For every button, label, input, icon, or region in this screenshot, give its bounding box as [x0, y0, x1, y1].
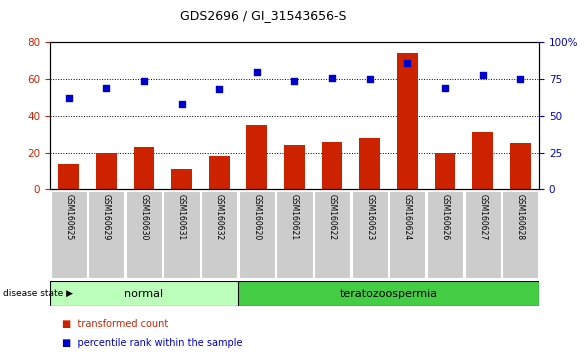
Text: GSM160622: GSM160622 — [328, 194, 336, 240]
Text: GSM160630: GSM160630 — [139, 194, 148, 240]
Bar — [134, 147, 154, 189]
Text: GSM160620: GSM160620 — [253, 194, 261, 240]
Bar — [171, 169, 192, 189]
Bar — [209, 156, 230, 189]
Point — [440, 85, 449, 91]
Point — [403, 60, 412, 66]
Point — [214, 87, 224, 92]
Text: GSM160624: GSM160624 — [403, 194, 412, 240]
Bar — [472, 132, 493, 189]
Bar — [502, 191, 539, 278]
Bar — [510, 143, 531, 189]
Bar — [50, 281, 238, 306]
Text: GSM160621: GSM160621 — [290, 194, 299, 240]
Point — [252, 69, 261, 75]
Bar — [96, 153, 117, 189]
Bar — [359, 138, 380, 189]
Bar — [435, 153, 455, 189]
Bar — [314, 191, 350, 278]
Text: GSM160631: GSM160631 — [177, 194, 186, 240]
Bar — [277, 191, 312, 278]
Bar — [397, 53, 418, 189]
Text: GSM160626: GSM160626 — [441, 194, 449, 240]
Text: GSM160625: GSM160625 — [64, 194, 73, 240]
Text: GSM160629: GSM160629 — [102, 194, 111, 240]
Point — [101, 85, 111, 91]
Text: ■  transformed count: ■ transformed count — [62, 319, 168, 329]
Bar — [322, 142, 342, 189]
Bar — [58, 164, 79, 189]
Text: teratozoospermia: teratozoospermia — [339, 289, 438, 299]
Point — [139, 78, 149, 84]
Text: ■  percentile rank within the sample: ■ percentile rank within the sample — [62, 338, 242, 348]
Text: disease state ▶: disease state ▶ — [3, 289, 73, 298]
Bar — [352, 191, 388, 278]
Point — [290, 78, 299, 84]
Point — [177, 101, 186, 107]
Bar — [389, 191, 425, 278]
Bar — [247, 125, 267, 189]
Text: GSM160632: GSM160632 — [214, 194, 224, 240]
Text: GDS2696 / GI_31543656-S: GDS2696 / GI_31543656-S — [180, 9, 347, 22]
Text: GSM160628: GSM160628 — [516, 194, 525, 240]
Point — [365, 76, 374, 82]
Text: normal: normal — [124, 289, 163, 299]
Text: GSM160623: GSM160623 — [365, 194, 374, 240]
Point — [516, 76, 525, 82]
Text: GSM160627: GSM160627 — [478, 194, 487, 240]
Bar — [163, 191, 200, 278]
Bar — [88, 191, 124, 278]
Point — [328, 75, 337, 81]
Bar — [427, 191, 463, 278]
Bar — [238, 281, 539, 306]
Bar — [201, 191, 237, 278]
Bar — [284, 145, 305, 189]
Point — [64, 96, 73, 101]
Bar — [239, 191, 275, 278]
Point — [478, 72, 488, 78]
Bar — [465, 191, 500, 278]
Bar — [126, 191, 162, 278]
Bar — [50, 191, 87, 278]
